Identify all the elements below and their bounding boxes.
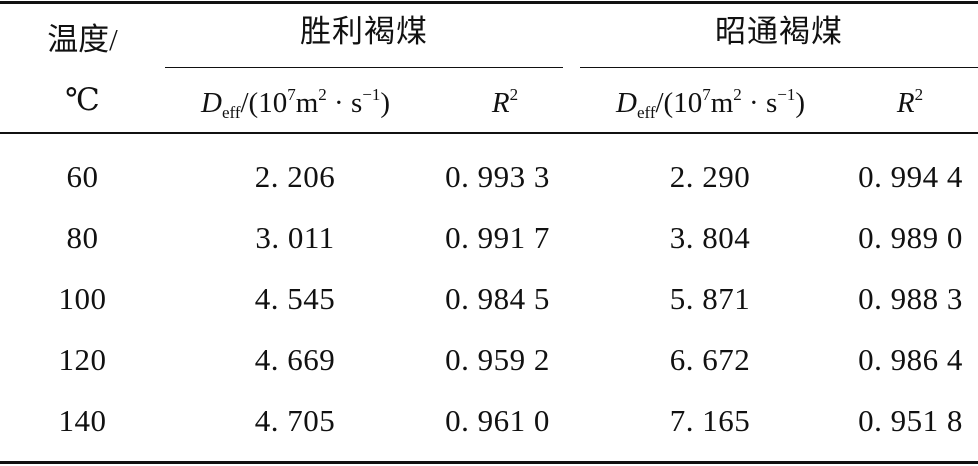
bottom-rule	[0, 461, 978, 464]
top-rule	[0, 1, 978, 4]
deff-cell-zhaotong: 6. 672	[669, 342, 751, 377]
temperature-cell: 120	[58, 342, 107, 377]
r2-header-zhaotong: R2	[896, 85, 924, 119]
r2-cell-zhaotong: 0. 994 4	[858, 159, 963, 194]
r2-cell-zhaotong: 0. 989 0	[858, 220, 963, 255]
deff-cell-shengli: 3. 011	[255, 220, 335, 255]
group-title-shengli: 胜利褐煤	[300, 14, 428, 49]
temperature-cell: 80	[66, 220, 99, 255]
deff-header-zhaotong: Deff/(107m2 · s−1)	[615, 85, 805, 122]
r2-cell-zhaotong: 0. 951 8	[858, 403, 963, 438]
r2-cell-shengli: 0. 959 2	[445, 342, 550, 377]
r2-cell-shengli: 0. 984 5	[445, 281, 550, 316]
deff-cell-shengli: 4. 705	[254, 403, 336, 438]
temperature-cell: 100	[58, 281, 107, 316]
temperature-cell: 60	[66, 159, 99, 194]
r2-cell-shengli: 0. 993 3	[445, 159, 550, 194]
deff-header-shengli: Deff/(107m2 · s−1)	[200, 85, 390, 122]
r2-cell-shengli: 0. 991 7	[445, 220, 550, 255]
deff-cell-zhaotong: 7. 165	[669, 403, 751, 438]
r2-cell-zhaotong: 0. 988 3	[858, 281, 963, 316]
r2-cell-shengli: 0. 961 0	[445, 403, 550, 438]
deff-cell-zhaotong: 3. 804	[669, 220, 751, 255]
r2-cell-zhaotong: 0. 986 4	[858, 342, 963, 377]
temperature-cell: 140	[58, 403, 107, 438]
deff-cell-zhaotong: 2. 290	[669, 159, 751, 194]
deff-cell-shengli: 2. 206	[254, 159, 336, 194]
deff-cell-shengli: 4. 545	[254, 281, 336, 316]
group-title-zhaotong: 昭通褐煤	[715, 14, 843, 49]
temperature-header-unit: ℃	[65, 82, 100, 117]
deff-cell-shengli: 4. 669	[254, 342, 336, 377]
group-underline-shengli	[165, 67, 563, 68]
deff-cell-zhaotong: 5. 871	[669, 281, 751, 316]
group-underline-zhaotong	[580, 67, 978, 68]
temperature-header-label: 温度/	[47, 22, 118, 57]
r2-header-shengli: R2	[491, 85, 519, 119]
header-rule	[0, 132, 978, 134]
